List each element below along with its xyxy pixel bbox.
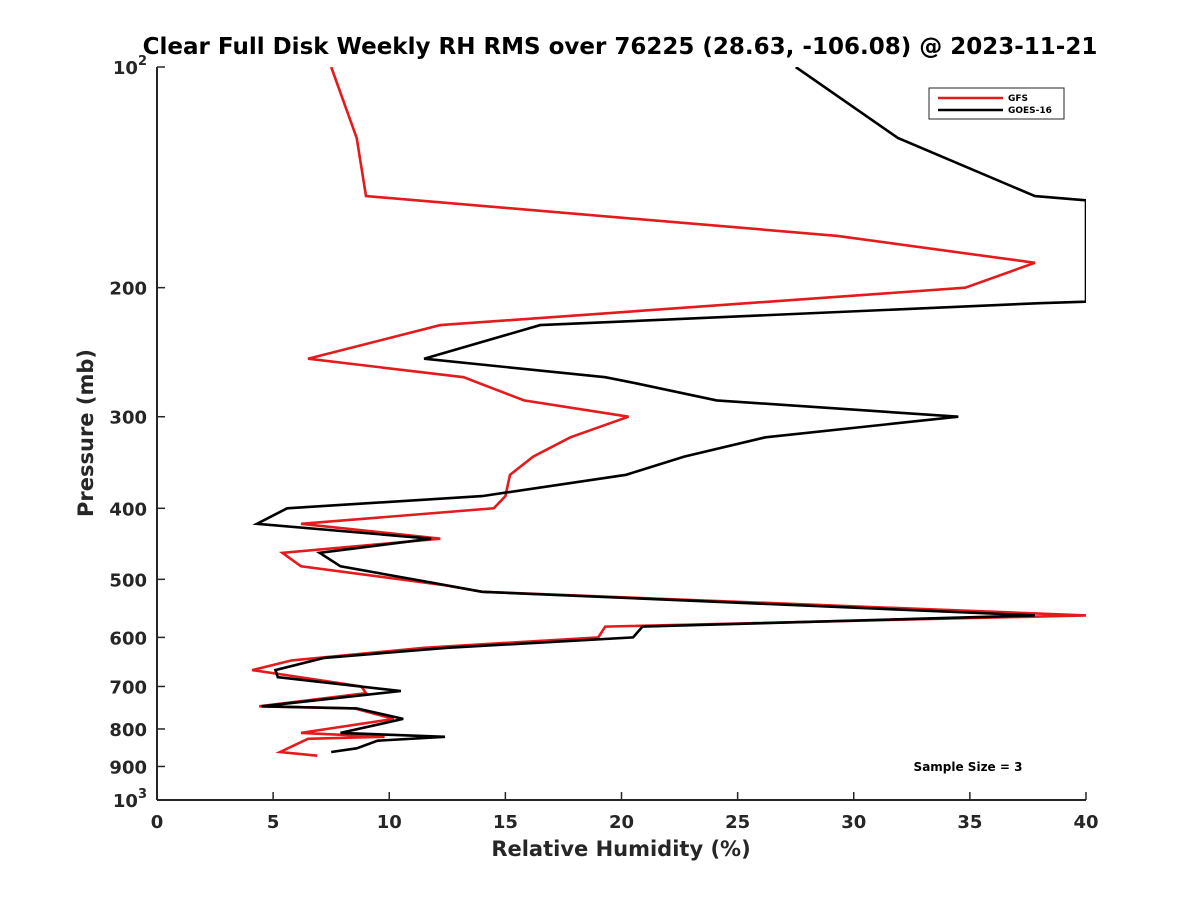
x-tick-label: 15 — [493, 812, 518, 833]
y-tick-label: 102 — [113, 54, 147, 79]
plot-area — [251, 67, 1086, 757]
sample-size-annotation: Sample Size = 3 — [914, 760, 1023, 774]
x-tick-label: 30 — [841, 812, 866, 833]
x-tick-label: 10 — [377, 812, 402, 833]
x-tick-label: 5 — [267, 812, 280, 833]
x-tick-label: 35 — [957, 812, 982, 833]
x-axis-ticks: 0 5 10 15 20 25 30 35 40 — [151, 792, 1099, 833]
y-tick-label: 200 — [109, 279, 147, 300]
y-axis-label: Pressure (mb) — [74, 349, 98, 517]
y-tick-label: 300 — [109, 408, 147, 429]
x-tick-label: 0 — [151, 812, 164, 833]
y-tick-label: 500 — [109, 570, 147, 591]
y-tick-label: 600 — [109, 628, 147, 649]
x-tick-label: 25 — [725, 812, 750, 833]
y-tick-label: 800 — [109, 720, 147, 741]
y-tick-label: 700 — [109, 677, 147, 698]
y-axis-ticks: 102 200 300 400 500 600 700 800 900 103 — [109, 54, 165, 812]
y-tick-label: 900 — [109, 757, 147, 778]
y-tick-label: 103 — [113, 787, 147, 812]
x-axis-label: Relative Humidity (%) — [491, 837, 750, 861]
legend-box — [928, 87, 1065, 120]
series-line-goes-16 — [252, 67, 1086, 754]
chart-title: Clear Full Disk Weekly RH RMS over 76225… — [143, 34, 1098, 60]
x-tick-label: 20 — [609, 812, 634, 833]
legend: GFS GOES-16 — [928, 87, 1065, 120]
x-tick-label: 40 — [1073, 812, 1098, 833]
legend-entry-label: GFS — [1008, 94, 1028, 104]
y-tick-label: 400 — [109, 499, 147, 520]
legend-entry-label: GOES-16 — [1008, 106, 1052, 116]
